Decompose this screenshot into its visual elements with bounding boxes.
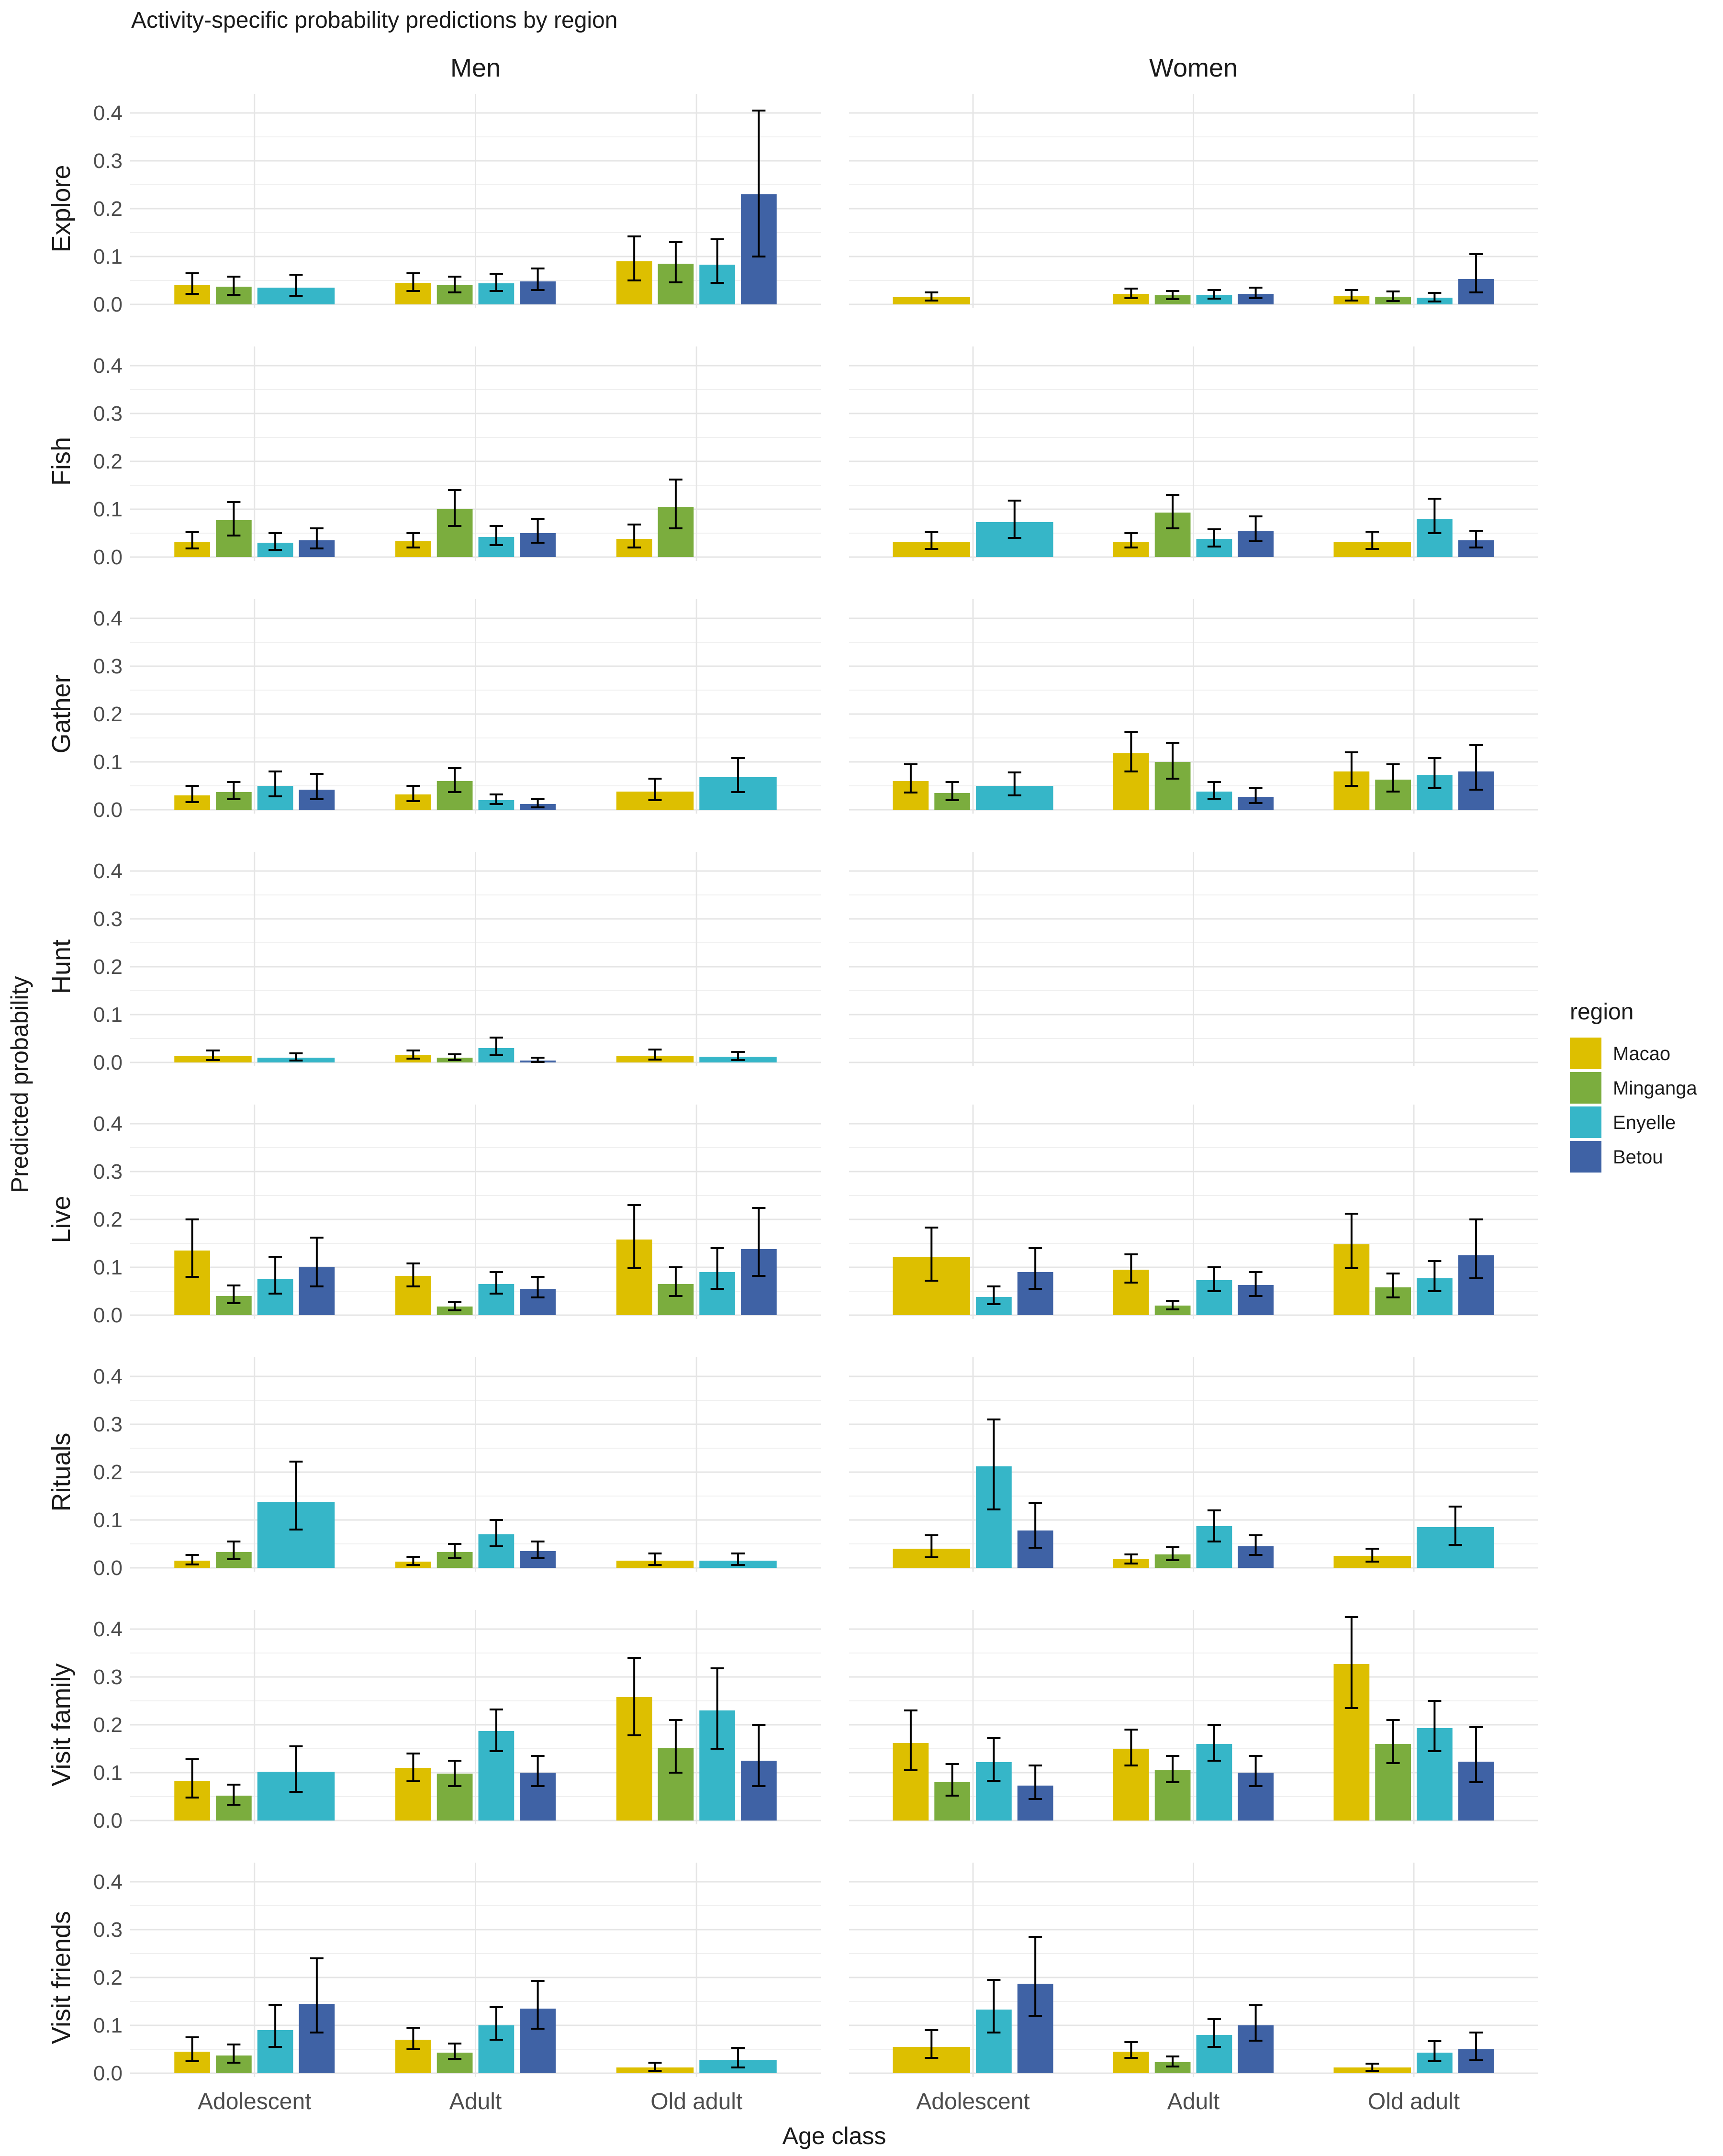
y-tick-label: 0.2 (93, 1208, 123, 1231)
y-tick-label: 0.4 (93, 1618, 123, 1641)
y-tick-label: 0.1 (93, 1761, 123, 1785)
y-tick-label: 0.3 (93, 907, 123, 931)
legend-label-macao: Macao (1613, 1043, 1670, 1064)
bar-visit-friends-women-adult-minganga (1154, 2062, 1191, 2073)
y-tick-label: 0.3 (93, 655, 123, 678)
y-tick-label: 0.0 (93, 1304, 123, 1327)
y-tick-label: 0.4 (93, 607, 123, 630)
x-axis-title: Age class (783, 2122, 886, 2149)
legend-label-betou: Betou (1613, 1147, 1663, 1168)
y-tick-label: 0.4 (93, 1112, 123, 1136)
y-tick-label: 0.3 (93, 1918, 123, 1942)
facet-row-label-live: Live (47, 1195, 76, 1243)
legend-label-enyelle: Enyelle (1613, 1112, 1676, 1133)
facet-row-label-hunt: Hunt (47, 939, 76, 994)
y-tick-label: 0.3 (93, 1160, 123, 1184)
y-tick-label: 0.4 (93, 1365, 123, 1388)
y-tick-label: 0.0 (93, 798, 123, 822)
y-tick-label: 0.2 (93, 450, 123, 473)
y-tick-label: 0.2 (93, 1966, 123, 1989)
y-tick-label: 0.0 (93, 546, 123, 569)
x-tick-label: Adult (1167, 2089, 1220, 2114)
chart-title: Activity-specific probability prediction… (131, 8, 617, 33)
facet-row-label-rituals: Rituals (47, 1432, 76, 1511)
x-tick-label: Adult (449, 2089, 502, 2114)
y-tick-label: 0.2 (93, 1713, 123, 1737)
y-tick-label: 0.1 (93, 245, 123, 268)
y-tick-label: 0.3 (93, 402, 123, 425)
facet-header-women: Women (1149, 54, 1238, 82)
y-tick-label: 0.4 (93, 354, 123, 378)
facet-row-label-visit-friends: Visit friends (47, 1911, 76, 2044)
y-tick-label: 0.1 (93, 750, 123, 774)
y-tick-label: 0.0 (93, 1556, 123, 1580)
y-tick-label: 0.1 (93, 498, 123, 521)
y-tick-label: 0.2 (93, 955, 123, 979)
facet-row-label-visit-family: Visit family (47, 1663, 76, 1786)
y-tick-label: 0.3 (93, 149, 123, 173)
y-tick-label: 0.3 (93, 1665, 123, 1689)
x-tick-label: Old adult (650, 2089, 742, 2114)
legend-swatch-macao (1570, 1038, 1601, 1069)
y-tick-label: 0.0 (93, 1809, 123, 1832)
y-tick-label: 0.1 (93, 2014, 123, 2037)
facet-row-label-explore: Explore (47, 165, 76, 252)
y-tick-label: 0.0 (93, 2062, 123, 2085)
y-tick-label: 0.4 (93, 1870, 123, 1894)
legend-swatch-minganga (1570, 1072, 1601, 1104)
x-tick-label: Adolescent (916, 2089, 1030, 2114)
legend-label-minganga: Minganga (1613, 1078, 1697, 1099)
facet-row-label-fish: Fish (47, 437, 76, 486)
facet-header-men: Men (450, 54, 501, 82)
y-tick-label: 0.0 (93, 293, 123, 316)
y-tick-label: 0.1 (93, 1508, 123, 1532)
y-tick-label: 0.2 (93, 1461, 123, 1484)
y-tick-label: 0.0 (93, 1051, 123, 1074)
y-tick-label: 0.3 (93, 1413, 123, 1436)
y-tick-label: 0.1 (93, 1256, 123, 1279)
legend-swatch-enyelle (1570, 1106, 1601, 1138)
facet-row-label-gather: Gather (47, 674, 76, 753)
y-tick-label: 0.2 (93, 703, 123, 726)
y-tick-label: 0.4 (93, 101, 123, 125)
y-tick-label: 0.4 (93, 860, 123, 883)
y-tick-label: 0.1 (93, 1003, 123, 1027)
legend-swatch-betou (1570, 1141, 1601, 1173)
legend-title: region (1570, 999, 1633, 1025)
y-axis-title: Predicted probability (6, 976, 33, 1193)
x-tick-label: Adolescent (198, 2089, 312, 2114)
y-tick-label: 0.2 (93, 197, 123, 221)
x-tick-label: Old adult (1368, 2089, 1460, 2114)
